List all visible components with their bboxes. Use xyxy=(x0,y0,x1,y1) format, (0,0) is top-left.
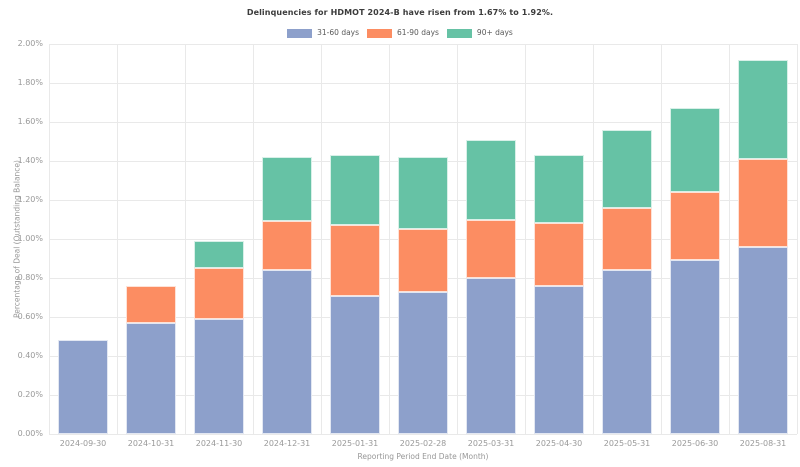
bar-segment-31-60-days xyxy=(194,318,244,434)
plot-area xyxy=(48,43,798,435)
x-tick-label: 2025-08-31 xyxy=(739,439,787,448)
bar-segment-31-60-days xyxy=(738,246,788,434)
x-axis-label: Reporting Period End Date (Month) xyxy=(357,452,489,461)
bar-segment-61-90-days xyxy=(330,225,380,296)
x-tick-label: 2025-06-30 xyxy=(671,439,719,448)
gridline-horizontal xyxy=(49,121,797,123)
gridline-vertical xyxy=(320,44,322,434)
gridline-horizontal xyxy=(49,82,797,84)
x-tick-label: 2024-10-31 xyxy=(127,439,175,448)
gridline-vertical xyxy=(524,44,526,434)
gridline-vertical xyxy=(184,44,186,434)
bar-segment-90+-days xyxy=(194,240,244,269)
bar-segment-90+-days xyxy=(262,157,312,222)
legend-swatch xyxy=(287,28,313,38)
legend-item: 90+ days xyxy=(446,28,513,38)
gridline-vertical xyxy=(456,44,458,434)
bar-segment-90+-days xyxy=(466,139,516,220)
y-tick-label: 1.00% xyxy=(17,234,43,243)
gridline-vertical xyxy=(796,44,798,434)
bar-segment-90+-days xyxy=(330,155,380,226)
x-tick-label: 2025-03-31 xyxy=(467,439,515,448)
bar-segment-61-90-days xyxy=(534,223,584,286)
legend-label: 31-60 days xyxy=(317,28,360,37)
chart-title: Delinquencies for HDMOT 2024-B have rise… xyxy=(246,8,554,17)
y-tick-label: 1.80% xyxy=(17,78,43,87)
bar-segment-31-60-days xyxy=(670,260,720,434)
bar-segment-31-60-days xyxy=(602,270,652,434)
bar-segment-31-60-days xyxy=(262,270,312,434)
y-tick-label: 0.60% xyxy=(17,312,43,321)
gridline-vertical xyxy=(592,44,594,434)
legend-label: 90+ days xyxy=(476,28,513,37)
gridline-vertical xyxy=(116,44,118,434)
bar-segment-61-90-days xyxy=(738,159,788,247)
legend-item: 31-60 days xyxy=(287,28,359,38)
bar-segment-90+-days xyxy=(602,129,652,208)
bar-segment-61-90-days xyxy=(398,229,448,292)
bar-segment-61-90-days xyxy=(670,192,720,261)
bar-segment-90+-days xyxy=(738,59,788,160)
gridline-vertical xyxy=(252,44,254,434)
x-tick-label: 2024-11-30 xyxy=(195,439,243,448)
x-tick-label: 2025-01-31 xyxy=(331,439,379,448)
bar-segment-31-60-days xyxy=(398,291,448,434)
legend-swatch xyxy=(446,28,472,38)
y-tick-label: 1.60% xyxy=(17,117,43,126)
bar-segment-31-60-days xyxy=(466,278,516,434)
x-tick-label: 2024-09-30 xyxy=(59,439,107,448)
y-tick-label: 0.40% xyxy=(17,351,43,360)
bar-segment-61-90-days xyxy=(194,268,244,319)
legend-item: 61-90 days xyxy=(367,28,439,38)
bar-segment-61-90-days xyxy=(262,221,312,271)
gridline-horizontal xyxy=(49,433,797,435)
y-tick-label: 0.80% xyxy=(17,273,43,282)
bar-segment-31-60-days xyxy=(58,340,108,434)
bar-segment-90+-days xyxy=(534,155,584,224)
x-tick-label: 2025-02-28 xyxy=(399,439,447,448)
x-tick-label: 2025-04-30 xyxy=(535,439,583,448)
gridline-vertical xyxy=(388,44,390,434)
y-tick-label: 1.20% xyxy=(17,195,43,204)
gridline-vertical xyxy=(660,44,662,434)
legend-label: 61-90 days xyxy=(397,28,439,37)
legend-swatch xyxy=(367,28,393,38)
gridline-vertical xyxy=(48,44,50,434)
bar-segment-61-90-days xyxy=(126,285,176,323)
y-tick-label: 1.40% xyxy=(17,156,43,165)
bar-segment-31-60-days xyxy=(330,295,380,434)
y-tick-label: 0.20% xyxy=(17,390,43,399)
y-tick-label: 0.00% xyxy=(17,429,43,438)
bar-segment-90+-days xyxy=(670,108,720,193)
chart-legend: 31-60 days 61-90 days 90+ days xyxy=(0,28,800,38)
bar-segment-31-60-days xyxy=(126,322,176,434)
y-tick-label: 2.00% xyxy=(17,39,43,48)
gridline-horizontal xyxy=(49,43,797,45)
gridline-vertical xyxy=(728,44,730,434)
bar-segment-90+-days xyxy=(398,157,448,230)
bar-segment-61-90-days xyxy=(602,207,652,271)
x-tick-label: 2025-05-31 xyxy=(603,439,651,448)
x-tick-label: 2024-12-31 xyxy=(263,439,311,448)
bar-segment-61-90-days xyxy=(466,219,516,278)
bar-segment-31-60-days xyxy=(534,285,584,434)
